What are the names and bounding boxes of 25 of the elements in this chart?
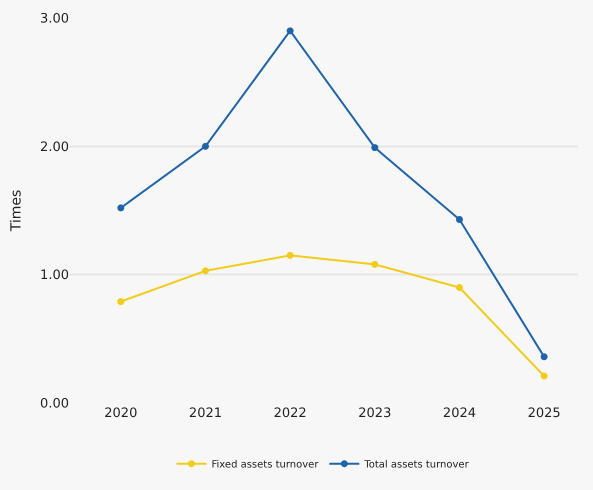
y-tick-label: 1.00: [40, 268, 69, 284]
point: [286, 27, 294, 34]
y-tick-label: 0.00: [40, 396, 69, 412]
x-tick-label: 2023: [358, 406, 392, 421]
y-tick-label: 2.00: [40, 140, 69, 155]
point: [371, 144, 378, 152]
x-tick-label: 2025: [528, 406, 561, 421]
y-axis-title: Times: [8, 190, 25, 232]
x-tick-label: 2024: [442, 406, 476, 421]
x-tick-label: 2022: [274, 406, 307, 421]
y-tick-label: 3.00: [40, 12, 69, 27]
point: [456, 216, 463, 223]
point: [456, 284, 463, 291]
legend-label: Total assets turnover: [363, 460, 470, 471]
point: [117, 298, 124, 306]
point: [286, 252, 294, 259]
point: [117, 204, 124, 212]
point: [540, 353, 548, 360]
point: [202, 267, 209, 274]
legend-label: Fixed assets turnover: [212, 460, 320, 471]
x-tick-label: 2020: [104, 406, 138, 421]
point: [540, 372, 548, 380]
point: [371, 260, 378, 268]
x-tick-label: 2021: [188, 406, 222, 421]
point: [202, 142, 209, 150]
